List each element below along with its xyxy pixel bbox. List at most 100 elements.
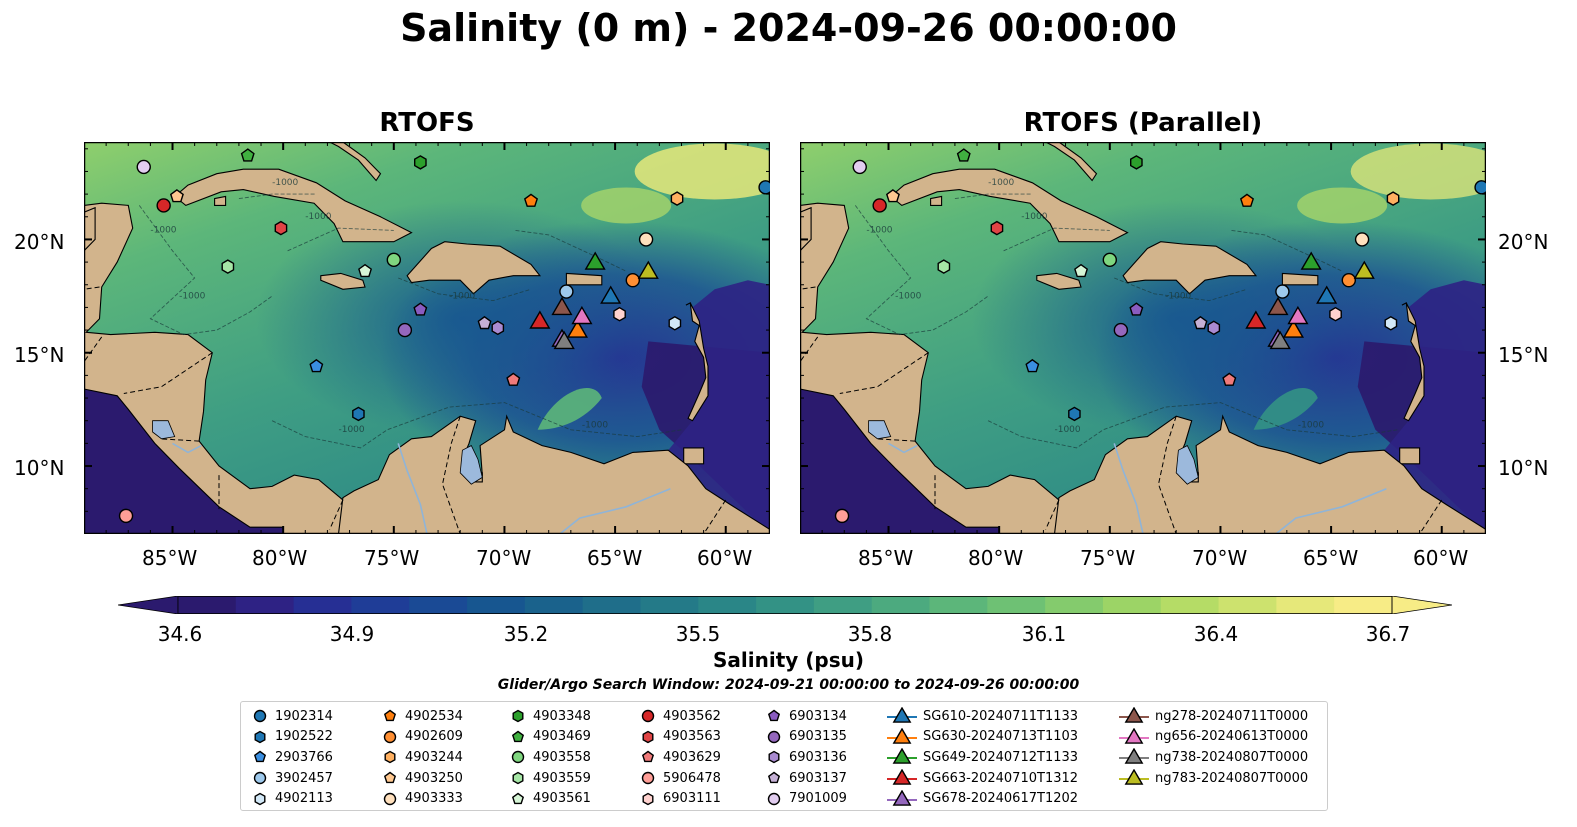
colorbar-tick: 36.7 — [1365, 622, 1411, 646]
legend-circle-marker — [641, 771, 655, 785]
marker-ng738-20240807t0000 — [1269, 330, 1291, 350]
atlantic-low-salinity — [1384, 280, 1486, 530]
marker-4903469 — [240, 148, 255, 162]
lat-label-20n-left: 20°N — [14, 230, 65, 254]
marker-2903766 — [1025, 358, 1040, 373]
marker-4903558 — [1102, 252, 1118, 268]
bathymetry-contour — [1114, 277, 1248, 302]
river — [1275, 487, 1387, 534]
marker-1902522 — [1068, 406, 1081, 422]
bathymetry-contour — [987, 402, 1398, 449]
marker-4903348 — [1130, 155, 1143, 170]
lake-maracaibo — [1175, 445, 1199, 485]
legend-item: 4902113 — [251, 788, 333, 809]
legend-label: ng278-20240711T0000 — [1155, 708, 1309, 724]
lon-label-65w-left: 65°W — [587, 546, 643, 570]
bathymetry-contour — [138, 205, 273, 336]
high-salinity-patch — [1297, 187, 1388, 224]
marker-6903135 — [397, 322, 413, 338]
marker-ng656-20240613t0000 — [1287, 305, 1309, 325]
legend-marker-circle-icon — [253, 771, 267, 785]
marker-ng656-20240613t0000 — [571, 305, 593, 325]
legend-triangle-marker — [1124, 748, 1144, 765]
land-jamaica — [320, 272, 366, 290]
legend-marker-hexagon-icon — [642, 792, 654, 805]
legend-circle-marker — [767, 730, 781, 744]
legend-marker-circle-icon — [641, 771, 655, 785]
legend-label: SG649-20240712T1133 — [923, 749, 1079, 765]
marker-6903111 — [1329, 306, 1342, 322]
map-panel-rtofs-parallel: -1000 -1000 -1000 -1000 -1000 -1000 -1000 — [800, 142, 1486, 534]
lon-label-75w-left: 75°W — [364, 546, 420, 570]
legend-triangle-marker — [1124, 727, 1144, 744]
country-border — [800, 286, 816, 290]
country-border — [1419, 499, 1443, 534]
land-hispaniola — [1122, 241, 1258, 295]
legend-triangle-marker — [892, 707, 912, 724]
colorbar-segment — [871, 596, 931, 614]
legend-item: ng656-20240613T0000 — [1119, 727, 1308, 748]
legend-item: 4903563 — [639, 727, 721, 748]
country-border — [159, 438, 200, 442]
atlantic-low-salinity — [668, 280, 770, 530]
country-border — [84, 336, 103, 363]
marker-sg630-20240713t1103 — [1282, 319, 1305, 338]
country-border — [441, 416, 461, 534]
legend-marker-pentagon-icon — [511, 792, 525, 804]
contour-label: -1000 — [895, 291, 921, 301]
marker-4902534 — [1239, 193, 1255, 207]
land-lesser-antilles — [1401, 302, 1425, 422]
legend-pentagon-marker — [641, 751, 655, 763]
legend-marker-circle-icon — [253, 710, 267, 723]
legend-label: 4903561 — [533, 791, 591, 807]
legend: 1902314 1902522 2903766 3902457 4902113 49025… — [240, 701, 1328, 811]
legend-label: ng783-20240807T0000 — [1155, 770, 1309, 786]
marker-6903134 — [413, 302, 428, 316]
colorbar-segment — [640, 596, 699, 614]
marker-4903561 — [358, 263, 373, 278]
land-cuba — [889, 168, 1129, 243]
legend-item: 3902457 — [251, 768, 333, 789]
legend-item: ng783-20240807T0000 — [1119, 768, 1308, 789]
marker-6903111 — [613, 306, 626, 322]
high-salinity-patch — [1350, 143, 1486, 200]
legend-hexagon-marker — [642, 792, 654, 805]
country-border — [839, 352, 929, 394]
legend-item: SG678-20240617T1202 — [887, 788, 1078, 809]
high-salinity-patch — [581, 187, 672, 224]
colorbar-segment — [987, 596, 1046, 614]
colorbar-tick: 35.5 — [675, 622, 721, 646]
legend-item: 7901009 — [765, 788, 847, 809]
legend-item: 6903135 — [765, 727, 847, 748]
marker-7901009 — [852, 159, 867, 175]
legend-label: 4902113 — [275, 791, 333, 807]
legend-hexagon-marker — [254, 730, 266, 744]
pacific-ocean — [84, 389, 284, 534]
land-south-america — [337, 414, 770, 534]
map-panel-rtofs: -1000 -1000 -1000 -1000 -1000 -1000 -1000 — [84, 142, 770, 534]
panel-title-rtofs-parallel: RTOFS (Parallel) — [1023, 108, 1263, 138]
legend-item: 5906478 — [639, 768, 721, 789]
legend-marker-circle-icon — [383, 792, 397, 805]
legend-item: 1902314 — [251, 706, 333, 727]
legend-marker-pentagon-icon — [767, 709, 781, 722]
legend-item: 4902609 — [381, 727, 463, 748]
salinity-plume — [1253, 388, 1318, 430]
legend-item: 6903111 — [639, 788, 721, 809]
country-border — [123, 352, 213, 394]
river — [397, 443, 428, 534]
marker-4903244 — [1386, 191, 1400, 206]
marker-4903563 — [274, 220, 288, 236]
land-central-america — [84, 202, 351, 534]
legend-hexagon-marker — [254, 792, 266, 805]
lat-label-10n-left: 10°N — [14, 456, 65, 480]
colorbar-segment — [351, 596, 410, 614]
legend-hexagon-marker — [512, 771, 524, 785]
land-jamaica — [1036, 272, 1082, 290]
marker-sg649-20240712t1133 — [584, 251, 606, 270]
legend-marker-pentagon-icon — [253, 751, 267, 763]
marker-1902314 — [1474, 180, 1486, 195]
legend-item: 1902522 — [251, 727, 333, 748]
legend-item: 4903244 — [381, 747, 463, 768]
legend-label: 1902314 — [275, 708, 333, 724]
